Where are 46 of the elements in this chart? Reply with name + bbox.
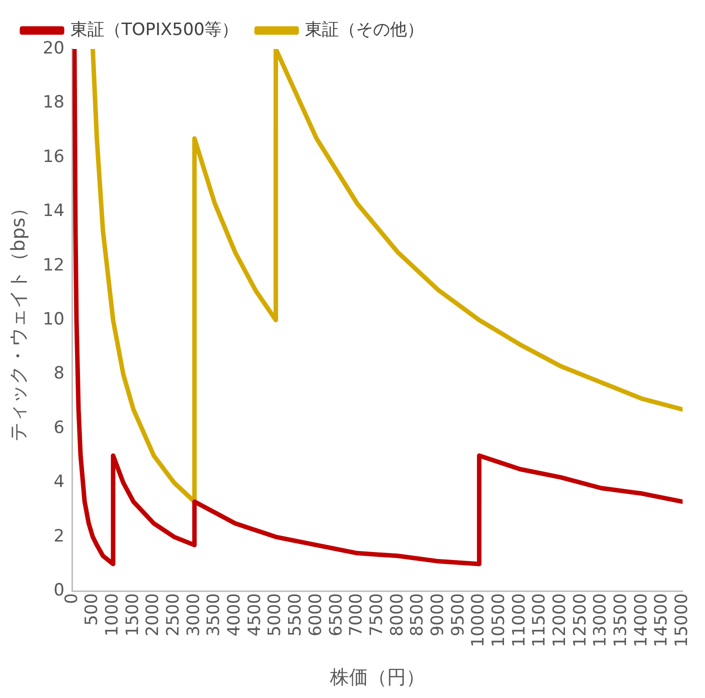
x-tick-label: 11000 <box>509 593 530 648</box>
x-tick-label: 3000 <box>184 593 204 636</box>
y-tick-label: 2 <box>54 526 64 546</box>
x-tick-label: 5000 <box>265 593 286 636</box>
x-tick-label: 12000 <box>550 593 570 648</box>
y-tick-label: 14 <box>42 201 64 222</box>
x-tick-label: 9000 <box>428 593 448 636</box>
y-tick-label: 4 <box>54 472 64 492</box>
x-tick-label: 1500 <box>122 593 143 636</box>
y-tick-label: 18 <box>42 92 64 113</box>
x-tick-label: 7500 <box>366 593 387 636</box>
x-tick-label: 8000 <box>387 593 408 636</box>
x-tick-label: 15000 <box>672 593 692 648</box>
x-tick-label: 9500 <box>448 593 468 636</box>
x-tick-label: 13500 <box>611 593 632 648</box>
x-tick-label: 0 <box>62 593 82 604</box>
x-axis-title: 株価（円） <box>329 666 426 689</box>
x-tick-label: 14000 <box>631 593 652 648</box>
x-tick-label: 1000 <box>102 593 123 636</box>
y-tick-label: 6 <box>54 418 64 438</box>
x-tick-label: 6000 <box>306 593 326 636</box>
y-tick-label: 20 <box>42 38 64 58</box>
x-tick-label: 8500 <box>408 593 428 636</box>
y-tick-label: 10 <box>42 309 64 330</box>
y-tick-label: 8 <box>54 364 64 384</box>
x-tick-label: 4500 <box>244 593 265 636</box>
x-tick-label: 6500 <box>326 593 346 636</box>
legend-label: 東証（その他） <box>305 20 424 40</box>
x-tick-label: 14500 <box>652 593 672 648</box>
x-tick-label: 500 <box>82 593 102 626</box>
y-tick-label: 12 <box>42 255 64 276</box>
legend-label: 東証（TOPIX500等） <box>70 20 239 40</box>
x-tick-label: 2500 <box>164 593 184 636</box>
x-tick-label: 10500 <box>488 593 509 648</box>
x-tick-label: 11500 <box>530 593 550 648</box>
x-tick-label: 13000 <box>590 593 611 648</box>
x-tick-label: 2000 <box>143 593 164 636</box>
y-tick-label: 16 <box>42 146 64 167</box>
x-tick-label: 4000 <box>224 593 245 636</box>
y-tick-label: 0 <box>54 580 64 601</box>
x-tick-label: 7000 <box>346 593 367 636</box>
y-axis-title: ティック・ウェイト（bps） <box>7 198 30 442</box>
x-tick-label: 5500 <box>286 593 306 636</box>
x-tick-label: 10000 <box>468 593 489 648</box>
x-tick-label: 12500 <box>570 593 590 648</box>
x-tick-label: 3500 <box>204 593 224 636</box>
